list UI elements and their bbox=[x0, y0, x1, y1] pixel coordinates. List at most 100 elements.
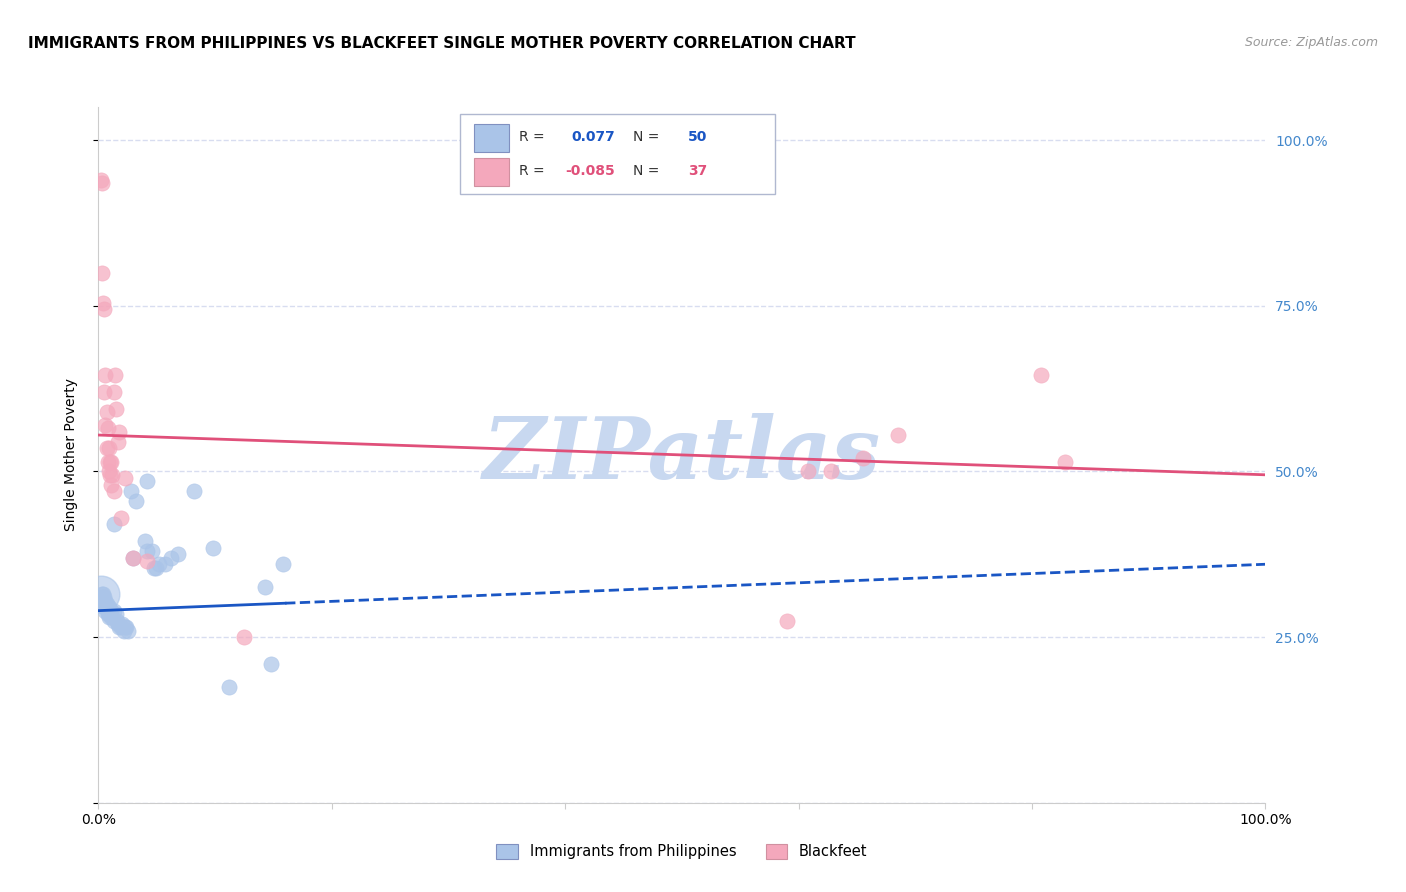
Point bbox=[90, 266, 112, 280]
Point bbox=[96, 442, 118, 456]
Point bbox=[90, 591, 112, 605]
Point bbox=[159, 550, 181, 565]
Text: -0.085: -0.085 bbox=[565, 164, 614, 178]
Point bbox=[105, 614, 128, 628]
Point bbox=[97, 600, 120, 615]
Point bbox=[136, 544, 159, 558]
Point bbox=[134, 534, 156, 549]
Point bbox=[260, 657, 283, 671]
Point bbox=[91, 295, 114, 310]
Point bbox=[114, 620, 136, 634]
Point bbox=[254, 581, 277, 595]
Point bbox=[115, 620, 138, 634]
Point bbox=[145, 560, 167, 574]
Text: N =: N = bbox=[633, 164, 659, 178]
Point bbox=[110, 620, 132, 634]
Point bbox=[93, 591, 115, 605]
Point bbox=[107, 616, 129, 631]
Point bbox=[103, 384, 125, 399]
Point bbox=[96, 600, 118, 615]
Point bbox=[100, 477, 122, 491]
Point bbox=[103, 484, 125, 499]
Point bbox=[100, 604, 122, 618]
Point bbox=[97, 607, 120, 621]
Point bbox=[91, 597, 114, 611]
Point bbox=[776, 614, 799, 628]
Point bbox=[117, 624, 139, 638]
Text: ZIPatlas: ZIPatlas bbox=[482, 413, 882, 497]
Point bbox=[136, 475, 159, 489]
FancyBboxPatch shape bbox=[474, 158, 509, 186]
Point bbox=[111, 616, 134, 631]
Point bbox=[104, 401, 127, 416]
Point bbox=[90, 587, 112, 601]
Point bbox=[97, 442, 120, 456]
Point bbox=[122, 550, 145, 565]
Point bbox=[120, 484, 142, 499]
Point bbox=[97, 454, 120, 468]
Point bbox=[93, 600, 115, 615]
Point bbox=[183, 484, 205, 499]
Point bbox=[148, 558, 170, 572]
Point bbox=[90, 587, 112, 601]
Point bbox=[797, 465, 820, 479]
Point bbox=[1031, 368, 1053, 383]
Point bbox=[94, 593, 117, 607]
Point bbox=[125, 494, 148, 508]
Point bbox=[122, 550, 145, 565]
Point bbox=[108, 425, 131, 439]
Point bbox=[101, 467, 124, 482]
Point bbox=[98, 607, 121, 621]
Point bbox=[94, 368, 117, 383]
Point bbox=[103, 604, 125, 618]
Point bbox=[103, 614, 125, 628]
Point bbox=[94, 604, 117, 618]
Point bbox=[112, 624, 135, 638]
FancyBboxPatch shape bbox=[460, 114, 775, 194]
Text: R =: R = bbox=[519, 130, 544, 144]
Text: IMMIGRANTS FROM PHILIPPINES VS BLACKFEET SINGLE MOTHER POVERTY CORRELATION CHART: IMMIGRANTS FROM PHILIPPINES VS BLACKFEET… bbox=[28, 36, 856, 51]
Text: N =: N = bbox=[633, 130, 659, 144]
Point bbox=[141, 544, 163, 558]
Point bbox=[100, 454, 122, 468]
Point bbox=[90, 173, 112, 187]
Point bbox=[98, 467, 121, 482]
Point bbox=[107, 434, 129, 449]
Point bbox=[143, 560, 166, 574]
Text: R =: R = bbox=[519, 164, 544, 178]
Point bbox=[97, 604, 120, 618]
Point bbox=[110, 511, 132, 525]
Point bbox=[201, 541, 224, 555]
Point bbox=[98, 454, 121, 468]
Point bbox=[94, 418, 117, 433]
Point bbox=[887, 428, 910, 442]
Point bbox=[97, 465, 120, 479]
Point bbox=[114, 471, 136, 485]
Point bbox=[93, 302, 115, 317]
Point bbox=[97, 421, 120, 435]
Point bbox=[1053, 454, 1076, 468]
Point bbox=[100, 610, 122, 624]
Point bbox=[104, 607, 127, 621]
Point bbox=[153, 558, 176, 572]
Point bbox=[97, 610, 120, 624]
Point bbox=[820, 465, 842, 479]
Point bbox=[104, 368, 127, 383]
Point bbox=[91, 587, 114, 601]
Point bbox=[218, 680, 240, 694]
Point bbox=[93, 384, 115, 399]
Point bbox=[108, 620, 131, 634]
Legend: Immigrants from Philippines, Blackfeet: Immigrants from Philippines, Blackfeet bbox=[491, 838, 873, 865]
Text: Source: ZipAtlas.com: Source: ZipAtlas.com bbox=[1244, 36, 1378, 49]
Point bbox=[271, 558, 294, 572]
Point bbox=[96, 597, 118, 611]
Point bbox=[90, 176, 112, 190]
Point bbox=[90, 593, 112, 607]
Text: 0.077: 0.077 bbox=[571, 130, 614, 144]
Y-axis label: Single Mother Poverty: Single Mother Poverty bbox=[63, 378, 77, 532]
FancyBboxPatch shape bbox=[474, 124, 509, 153]
Point bbox=[136, 554, 159, 568]
Text: 37: 37 bbox=[688, 164, 707, 178]
Point bbox=[96, 405, 118, 419]
Text: 50: 50 bbox=[688, 130, 707, 144]
